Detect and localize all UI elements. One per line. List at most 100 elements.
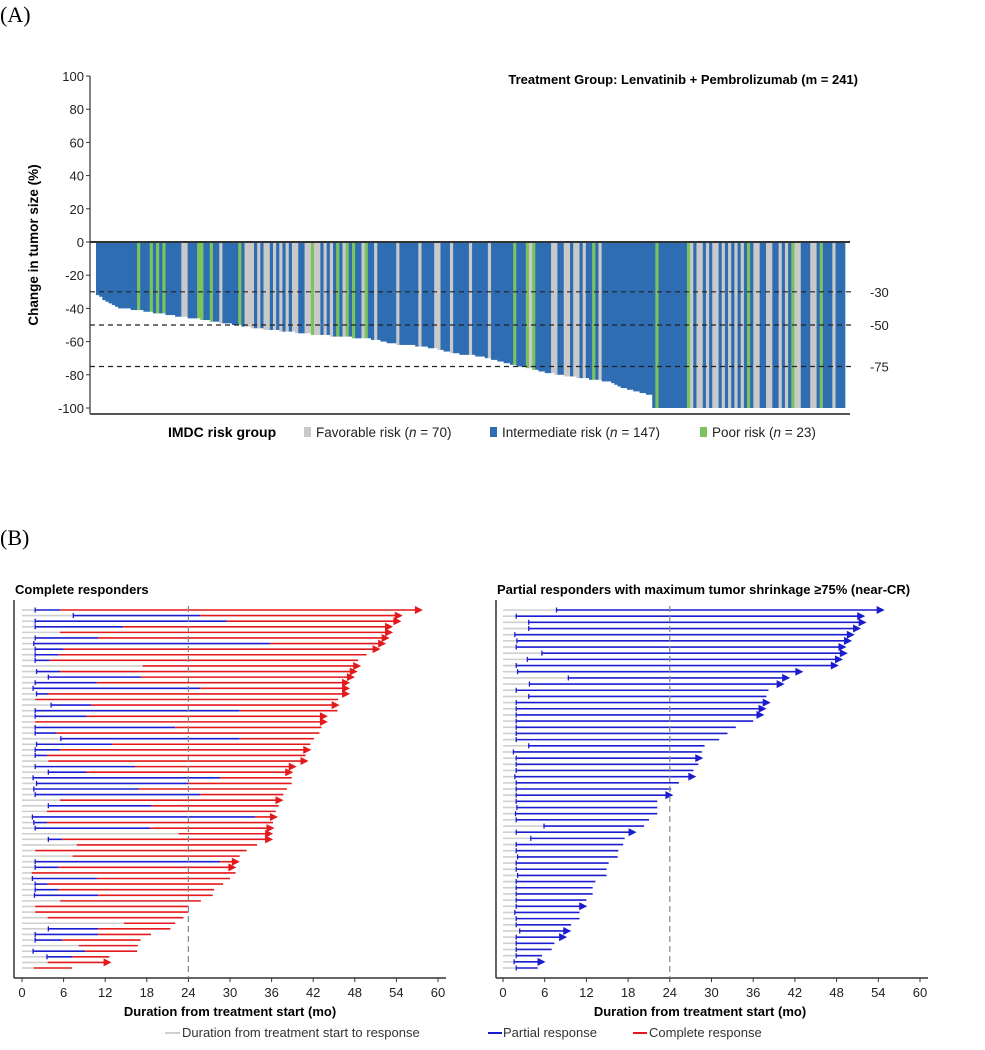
waterfall-bar [696,242,700,408]
waterfall-bar [645,242,650,395]
waterfall-bar [219,242,223,324]
waterfall-bar [408,242,413,345]
ongoing-arrow [776,680,785,689]
waterfall-bar [383,242,388,342]
x-tick-label: 30 [223,985,237,1000]
waterfall-bar [345,242,350,337]
swimmer-row [503,848,619,854]
swimmer-row [503,749,702,755]
waterfall-bar [99,242,103,297]
ongoing-arrow [266,824,275,833]
legend-swatch-poor [700,427,707,437]
swimmer-row [503,624,862,633]
waterfall-bar [690,242,694,408]
swimmer-row [22,741,311,747]
swimmer-row [503,916,580,922]
swimmer-row [503,835,625,841]
waterfall-bar [699,242,704,408]
ongoing-arrow [228,863,237,872]
swimmer-row [22,775,292,781]
waterfall-bar [513,242,517,365]
waterfall-bar [541,242,546,372]
waterfall-bar [127,242,132,309]
swimmer-row [503,885,593,891]
panel-label-a: (A) [0,2,31,27]
swimmer-row [22,954,110,960]
swimmer-row [22,768,294,777]
swimmer-row [22,958,112,967]
waterfall-bar [329,242,334,337]
legend-label-poor: Poor risk (n = 23) [712,425,816,440]
swimmer-row [503,780,679,786]
waterfall-bar [358,242,362,339]
waterfall-bar [487,242,492,359]
y-tick-label: 60 [70,135,84,150]
ongoing-arrow [275,796,284,805]
ongoing-arrow [846,630,855,639]
waterfall-bar [285,242,290,332]
ongoing-arrow [795,667,804,676]
swimmer-row [22,736,314,742]
swimmer-row [22,633,390,642]
waterfall-bar [339,242,343,337]
waterfall-bar [557,242,561,375]
waterfall-bar [778,242,783,408]
swimmer-row [22,752,306,758]
swimmer-row [503,909,580,915]
waterfall-bar [247,242,252,327]
waterfall-bar [288,242,293,332]
waterfall-bar [351,242,356,339]
swimmer-row [22,617,402,626]
swimmer-row [503,730,728,736]
waterfall-bar [484,242,489,359]
waterfall-bar [607,242,612,382]
swimmer-right-title: Partial responders with maximum tumor sh… [497,582,910,597]
waterfall-bar [671,242,675,408]
waterfall-bar [478,242,482,357]
ongoing-arrow [758,704,767,713]
swimmer-row [503,957,546,966]
waterfall-bar [203,242,207,321]
swimmer-row [22,829,274,838]
x-tick-label: 30 [704,985,718,1000]
waterfall-bar [399,242,403,345]
ongoing-arrow [857,612,866,621]
waterfall-bar [96,242,100,296]
ongoing-arrow [319,717,328,726]
ongoing-arrow [830,661,839,670]
waterfall-bar [446,242,451,352]
ongoing-arrow [853,624,862,633]
waterfall-bar [190,242,195,319]
swimmer-row [22,673,355,682]
waterfall-bar [301,242,305,334]
swimmer-row [503,866,607,872]
waterfall-bar [165,242,170,316]
swimmer-row [22,796,284,805]
waterfall-bar [200,242,204,321]
waterfall-bar [652,242,656,408]
x-tick-label: 0 [499,985,506,1000]
waterfall-bar [386,242,391,344]
waterfall-bar [269,242,274,330]
waterfall-bar [560,242,565,375]
swimmer-row [503,854,618,860]
ongoing-arrow [782,673,791,682]
swimmer-row [503,655,843,664]
legend-label-complete-response: Complete response [649,1025,762,1040]
x-tick-label: 48 [348,985,362,1000]
waterfall-bar [431,242,435,349]
waterfall-bar [263,242,268,330]
waterfall-bar [405,242,410,345]
swimmer-row [503,680,785,689]
swimmer-row [22,645,381,654]
y-tick-label: -60 [65,335,84,350]
waterfall-bar [146,242,151,312]
waterfall-bar [178,242,182,317]
x-tick-label: 24 [663,985,677,1000]
swimmer-row [22,717,328,726]
swimmer-row [503,965,538,971]
waterfall-bar [114,242,119,307]
waterfall-bar [121,242,125,309]
x-tick-label: 18 [140,985,154,1000]
waterfall-bar [342,242,347,337]
